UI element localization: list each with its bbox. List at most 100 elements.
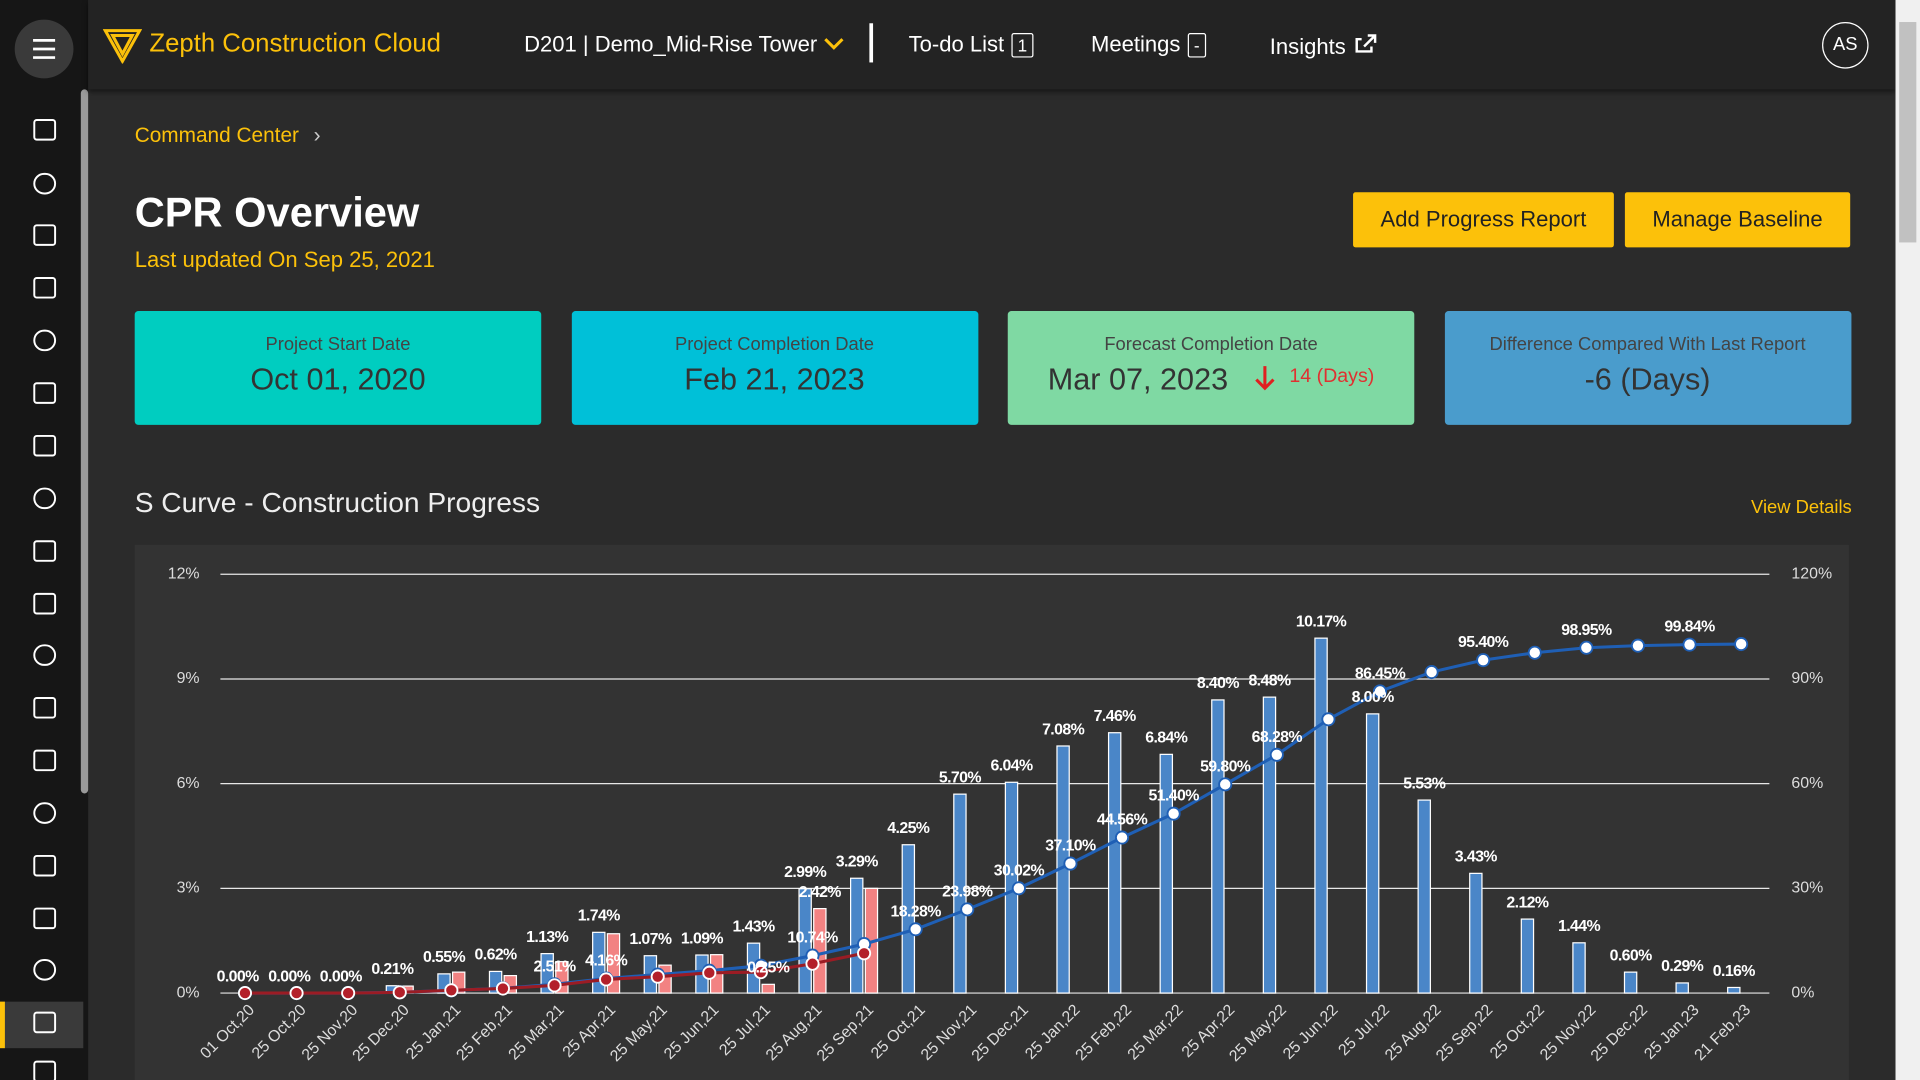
bar-label: 0.21% [371,961,414,978]
nav-icon[interactable] [33,487,57,510]
breadcrumb-link: Command Center [134,123,299,147]
nav-icon[interactable] [33,224,57,246]
nav-icon[interactable] [33,329,57,352]
divider [869,23,874,63]
nav-icon[interactable] [33,540,57,562]
card-value: Oct 01, 2020 [135,362,542,398]
line-point [805,956,820,971]
card-value-text: Feb 21, 2023 [684,362,865,397]
y-tick-label: 6% [177,775,200,792]
bar [850,877,864,994]
nav-icon[interactable] [33,434,57,457]
menu-button[interactable] [14,19,74,79]
card-label: Difference Compared With Last Report [1489,334,1806,356]
meetings[interactable]: Meetings - [1091,32,1206,58]
nav-icon[interactable] [33,382,57,404]
x-tick-label: 21 Feb,23 [1692,1001,1755,1064]
bar-label: 1.13% [526,929,569,946]
nav-icon[interactable] [33,854,57,877]
add-report-button[interactable]: Add Progress Report [1353,192,1614,248]
x-tick-label: 25 Sep,22 [1433,1001,1496,1064]
bar-label: 8.48% [1248,672,1291,689]
line-label: 18.28% [891,903,942,920]
card-delta: 14 (Days) [1289,366,1375,387]
breadcrumb-sep: › [313,123,321,147]
insights[interactable]: Insights [1270,32,1379,60]
x-tick-label: 25 Feb,21 [453,1001,516,1064]
todo[interactable]: To-do List 1 [909,32,1034,58]
line-label: 23.98% [942,883,993,900]
nav-icon[interactable] [33,276,57,299]
bar [1314,637,1328,994]
x-tick-label: 25 Jun,22 [1280,1001,1342,1063]
nav-icon[interactable] [33,1060,57,1080]
bar-label: 1.07% [629,931,672,948]
line-point [599,972,614,987]
line-point [1476,653,1491,668]
scroll-thumb [1899,22,1917,243]
card-value-text: -6 (Days) [1584,362,1711,397]
bar-label: 0.00% [268,968,311,985]
bars [385,637,1741,994]
bar-label: 1.09% [681,930,724,947]
y-tick-label: 9% [177,670,200,687]
nav-icon[interactable] [33,802,57,824]
x-tick-label: 25 Mar,22 [1125,1001,1187,1063]
bar [1572,942,1586,994]
nav-icon[interactable] [33,119,57,141]
project-select[interactable]: D201 | Demo_Mid-Rise Tower [524,32,845,58]
bar-label: 0.25% [747,960,790,977]
x-tick-label: 01 Oct,20 [197,1001,258,1062]
nav-icon[interactable] [33,907,57,930]
bar-label: 2.12% [1506,894,1549,911]
view-details[interactable]: View Details [1751,497,1852,518]
line-point [1682,637,1697,652]
y2-tick-label: 120% [1791,565,1832,582]
x-tick-label: 25 Dec,21 [969,1001,1032,1064]
bar-label: 5.70% [939,769,982,786]
nav-icon[interactable] [33,959,57,981]
bar-label: 0.00% [217,968,260,985]
line-point [1115,830,1130,845]
meetings-label: Meetings [1091,31,1181,57]
bar [1727,986,1741,994]
line-point [1734,637,1749,652]
nav-icon[interactable] [33,696,57,719]
line-point [908,922,923,937]
card-value-text: Mar 07, 2023 [1047,362,1229,397]
line-point [289,986,304,1001]
line-point [650,969,665,984]
manage-baseline-button[interactable]: Manage Baseline [1624,192,1851,248]
bar [953,793,967,994]
bar-label: 8.00% [1352,689,1395,706]
line-point [237,986,253,1001]
line-label: 68.28% [1252,729,1303,746]
nav-icon[interactable] [33,172,57,195]
data-labels: 0.00% 0.00% 0.00% 0.21% 0.55% 0.62% 1.13% 1.74%… [217,613,1756,985]
card-value: Mar 07, 2023 14 (Days) [1008,362,1415,398]
card-label: Forecast Completion Date [1104,334,1318,356]
line-point [1527,645,1542,660]
project-name: D201 | Demo_Mid-Rise Tower [524,31,818,57]
menu-icon [33,39,56,59]
line-point [392,985,407,1000]
y2-tick-label: 60% [1791,775,1823,792]
nav-icon[interactable] [33,592,57,615]
bar-label: 1.43% [733,918,776,935]
nav-icon[interactable] [33,1011,57,1034]
nav-icon[interactable] [33,644,57,666]
external-icon [1355,34,1377,53]
line-label: 59.80% [1200,758,1251,775]
meetings-count: - [1187,33,1206,58]
line-label: 99.84% [1664,619,1715,636]
line-label: 4.16% [585,953,628,970]
avatar[interactable]: AS [1822,22,1869,69]
topbar: Zepth Construction Cloud D201 | Demo_Mid… [88,0,1896,90]
breadcrumb[interactable]: Command Center › [135,124,321,148]
nav-icons [33,119,57,1080]
page-scrollbar [1895,0,1920,1080]
x-tick-label: 25 Mar,21 [506,1001,568,1063]
y-tick-label: 0% [177,984,200,1001]
nav-icon[interactable] [33,749,57,772]
